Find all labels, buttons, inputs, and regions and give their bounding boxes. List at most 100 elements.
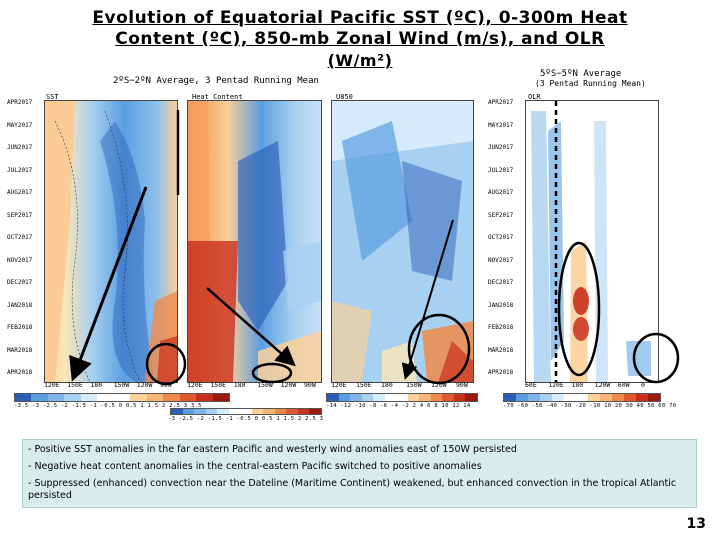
colorbar-swatch [130,394,147,401]
date-label: MAY2017 [7,121,33,129]
colorbar-swatch [648,394,660,401]
colorbar-swatch [182,409,195,414]
right-group-subtitle-1: 5ºS−5ºN Average [540,69,622,79]
date-label: FEB2018 [7,324,33,331]
colorbar-swatch [453,394,466,401]
colorbar-wind-labels: -14 -12 -10 -8 -6 -4 -2 2 4 6 8 10 12 14 [326,403,471,409]
colorbar-swatch [600,394,612,401]
page-number: 13 [686,516,706,532]
date-label: APR2018 [7,369,33,376]
x-tick-label: 120E [44,381,60,389]
olr-circle-atlantic [632,332,680,384]
sst-circle [145,342,187,386]
title-line-2: Content (ºC), 850-mb Zonal Wind (m/s), a… [115,29,605,49]
colorbar-swatch [113,394,131,401]
date-label: JUN2017 [7,144,33,151]
colorbar-swatch [516,394,528,401]
x-tick-label: 120W [594,381,611,389]
colorbar-swatch [212,394,230,401]
sst-panel [44,100,178,383]
colorbar-swatch [15,394,32,401]
u850-field [332,101,473,382]
date-label: JAN2018 [7,301,33,309]
xticks-heat: 120E 150E 180 150W 120W 90W [187,381,320,390]
x-tick-label: 150W [113,381,130,389]
x-tick-label: 60W [617,381,630,389]
colorbar-swatch [217,409,229,414]
heat-circle [251,362,293,384]
x-tick-label: 150W [257,381,273,389]
colorbar-swatch [419,394,431,401]
date-label: APR2018 [488,369,514,376]
notes-box: - Positive SST anomalies in the far east… [22,439,697,508]
colorbar-swatch [384,394,397,401]
sst-arrow [69,186,148,382]
colorbar-swatch [196,394,213,401]
colorbar-swatch [80,394,98,401]
colorbar-swatch [465,394,477,401]
colorbar-swatch [576,394,588,401]
colorbar-swatch [205,409,218,414]
x-tick-label: 90W [456,381,468,389]
x-tick-label: 120E [187,381,203,389]
colorbar-swatch [228,409,241,414]
colorbar-swatch [309,409,321,414]
panel-label-sst: SST [46,93,59,101]
date-label: FEB2018 [488,324,514,331]
panel-label-heat-content: Heat Content [192,93,243,101]
colorbar-swatch [194,409,206,414]
xticks-olr: 60E 120E 180 120W 60W 0 [525,381,657,390]
colorbar-swatch [504,394,516,401]
colorbar-swatch [552,394,564,401]
x-tick-label: 90W [304,381,316,389]
colorbar-swatch [47,394,65,401]
colorbar-swatch [636,394,648,401]
colorbar-swatch [396,394,408,401]
colorbar-swatch [624,394,636,401]
date-label: MAR2018 [488,346,514,354]
date-label: OCT2017 [7,234,33,241]
note-3: - Suppressed (enhanced) convection near … [28,478,677,501]
date-label: SEP2017 [7,211,33,219]
date-label: MAR2018 [7,346,33,354]
colorbar-swatch [171,409,183,414]
u850-panel [331,100,474,383]
date-label: NOV2017 [488,256,514,264]
colorbar-swatch [442,394,454,401]
colorbar-swatch [274,409,287,414]
u850-arrow [401,219,454,380]
date-label: SEP2017 [488,211,514,219]
date-label: DEC2017 [7,279,33,286]
colorbar-swatch [146,394,164,401]
sst-field [45,101,177,382]
x-tick-label: 150W [406,381,422,389]
x-tick-label: 150E [210,381,227,389]
date-label: DEC2017 [488,279,514,286]
heat-content-panel [187,100,322,383]
colorbar-swatch [350,394,362,401]
colorbar-swatch [263,409,275,414]
date-label: APR2017 [7,99,33,106]
date-label: JAN2018 [488,301,514,309]
note-1: - Positive SST anomalies in the far east… [28,444,517,455]
x-tick-label: 120E [331,381,347,389]
x-tick-label: 180 [571,381,584,389]
panel-label-olr: OLR [528,93,541,101]
x-tick-label: 120E [548,381,564,389]
colorbar-swatch [240,409,252,414]
u850-circle [407,313,471,385]
date-label: JUL2017 [488,166,514,174]
colorbar-swatch [64,394,81,401]
colorbar-swatch [179,394,197,401]
colorbar-swatch [564,394,576,401]
colorbar-swatch [338,394,351,401]
date-label: NOV2017 [7,256,33,264]
date-label: JUL2017 [7,166,33,174]
title-line-3: (W/m²) [327,51,393,70]
left-group-subtitle: 2ºS−2ºN Average, 3 Pentad Running Mean [113,76,319,86]
date-axis-left: APR2017 MAY2017 JUN2017 JUL2017 AUG2017 SEP20… [7,100,43,380]
colorbar-swatch [540,394,552,401]
date-label: AUG2017 [7,189,33,196]
date-label: JUN2017 [488,144,514,151]
